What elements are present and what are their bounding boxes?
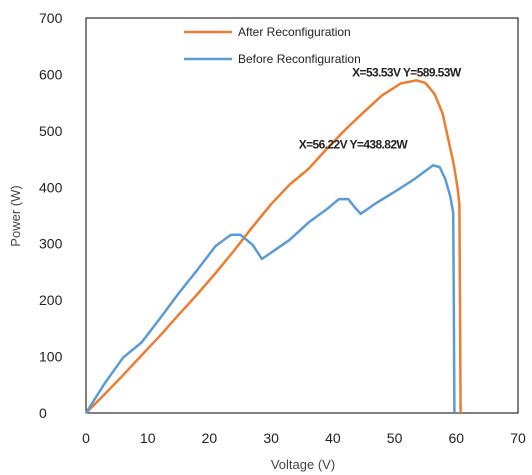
y-tick-label: 300 [39, 236, 63, 252]
x-tick-label: 30 [263, 430, 279, 446]
y-tick-label: 600 [39, 66, 63, 82]
tick-labels: 0 100 200 300 400 500 600 700 0 10 20 30 40 50 60 70 [39, 10, 526, 446]
annotations: X=53.53V Y=589.53W X=56.22V Y=438.82W [299, 65, 463, 151]
legend-label-after: After Reconfiguration [238, 25, 351, 39]
y-tick-label: 0 [39, 405, 47, 421]
series-line-before-reconfiguration [84, 164, 456, 414]
annotation-label: X=56.22V Y=438.82W [299, 137, 409, 151]
x-tick-label: 40 [325, 430, 341, 446]
annotation-label: X=53.53V Y=589.53W [352, 65, 462, 79]
y-tick-label: 400 [39, 179, 63, 195]
y-tick-label: 500 [39, 123, 63, 139]
legend: After Reconfiguration Before Reconfigura… [184, 25, 361, 66]
plot-area-border [85, 17, 519, 414]
legend-label-before: Before Reconfiguration [238, 52, 361, 66]
x-tick-label: 20 [202, 430, 218, 446]
x-tick-label: 70 [510, 430, 526, 446]
x-tick-label: 0 [82, 430, 90, 446]
y-axis-title: Power (W) [8, 185, 23, 246]
series-lines [84, 79, 462, 414]
y-tick-label: 200 [39, 292, 63, 308]
x-tick-label: 10 [140, 430, 156, 446]
y-tick-label: 100 [39, 349, 63, 365]
x-tick-label: 60 [448, 430, 464, 446]
x-axis-title: Voltage (V) [271, 457, 335, 472]
x-tick-label: 50 [387, 430, 403, 446]
series-line-after-reconfiguration [85, 79, 462, 414]
y-tick-label: 700 [39, 10, 63, 26]
plot-frame [85, 17, 519, 414]
